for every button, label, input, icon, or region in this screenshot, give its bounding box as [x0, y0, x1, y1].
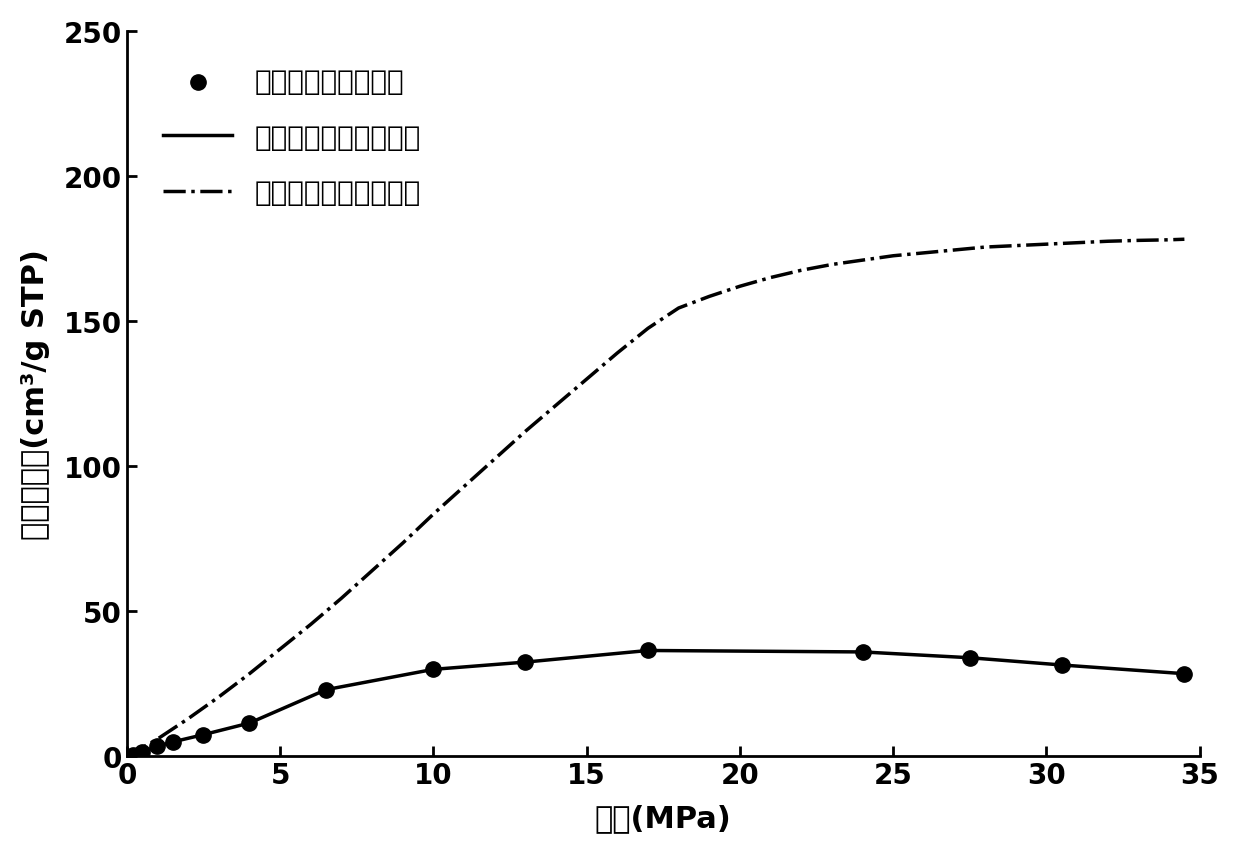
本方案计算过剩吸附量 — [150, 741, 165, 751]
过剩吸附量模拟结果 — [133, 746, 153, 759]
本方案计算绝对吸附量 — [487, 455, 502, 465]
本方案计算绝对吸附量 — [334, 594, 348, 604]
本方案计算绝对吸附量 — [304, 619, 319, 630]
过剩吸附量模拟结果 — [853, 646, 873, 659]
本方案计算绝对吸附量 — [885, 252, 900, 262]
本方案计算过剩吸附量 — [425, 664, 440, 675]
本方案计算绝对吸附量 — [396, 538, 410, 548]
过剩吸附量模拟结果 — [1052, 659, 1071, 672]
本方案计算绝对吸附量 — [916, 248, 931, 258]
本方案计算绝对吸附量 — [211, 692, 226, 702]
过剩吸附量模拟结果 — [960, 651, 980, 664]
本方案计算绝对吸附量 — [702, 292, 717, 302]
本方案计算过剩吸附量 — [242, 718, 257, 728]
本方案计算绝对吸附量 — [518, 426, 533, 437]
过剩吸附量模拟结果 — [316, 683, 336, 697]
过剩吸附量模拟结果 — [239, 717, 259, 730]
本方案计算绝对吸附量 — [947, 246, 962, 256]
本方案计算过剩吸附量 — [319, 685, 334, 695]
X-axis label: 压力(MPa): 压力(MPa) — [595, 804, 732, 833]
过剩吸附量模拟结果 — [123, 748, 143, 762]
Y-axis label: 过剩吸附量(cm³/g STP): 过剩吸附量(cm³/g STP) — [21, 249, 50, 539]
Line: 本方案计算过剩吸附量: 本方案计算过剩吸附量 — [126, 651, 1184, 757]
本方案计算绝对吸附量 — [1177, 235, 1192, 245]
Legend: 过剩吸附量模拟结果, 本方案计算过剩吸附量, 本方案计算绝对吸附量: 过剩吸附量模拟结果, 本方案计算过剩吸附量, 本方案计算绝对吸附量 — [140, 46, 443, 229]
本方案计算过剩吸附量 — [1177, 669, 1192, 679]
本方案计算绝对吸附量 — [548, 401, 563, 411]
过剩吸附量模拟结果 — [639, 644, 658, 658]
本方案计算绝对吸附量 — [242, 669, 257, 679]
本方案计算过剩吸附量 — [165, 737, 180, 747]
本方案计算绝对吸附量 — [733, 281, 748, 292]
本方案计算绝对吸附量 — [671, 304, 686, 314]
本方案计算过剩吸附量 — [962, 653, 977, 663]
本方案计算过剩吸附量 — [1054, 660, 1069, 670]
过剩吸附量模拟结果 — [423, 663, 443, 676]
本方案计算过剩吸附量 — [119, 751, 134, 762]
本方案计算绝对吸附量 — [977, 242, 992, 252]
本方案计算绝对吸附量 — [856, 256, 870, 266]
本方案计算过剩吸附量 — [641, 646, 656, 656]
本方案计算绝对吸附量 — [1131, 236, 1146, 247]
过剩吸附量模拟结果 — [148, 740, 167, 753]
本方案计算绝对吸附量 — [794, 266, 808, 276]
本方案计算过剩吸附量 — [856, 647, 870, 658]
本方案计算绝对吸附量 — [763, 273, 777, 283]
本方案计算绝对吸附量 — [456, 482, 471, 492]
过剩吸附量模拟结果 — [516, 655, 536, 669]
本方案计算过剩吸附量 — [135, 747, 150, 757]
本方案计算绝对吸附量 — [425, 509, 440, 519]
本方案计算绝对吸附量 — [1100, 237, 1115, 247]
本方案计算绝对吸附量 — [273, 644, 288, 654]
过剩吸附量模拟结果 — [193, 728, 213, 741]
Line: 本方案计算绝对吸附量: 本方案计算绝对吸附量 — [126, 240, 1184, 757]
本方案计算绝对吸附量 — [610, 349, 625, 359]
过剩吸附量模拟结果 — [1174, 667, 1194, 681]
本方案计算绝对吸附量 — [181, 714, 196, 724]
本方案计算绝对吸附量 — [579, 374, 594, 385]
本方案计算绝对吸附量 — [1070, 238, 1085, 248]
本方案计算绝对吸附量 — [641, 324, 656, 334]
本方案计算绝对吸附量 — [119, 751, 134, 762]
本方案计算绝对吸附量 — [365, 566, 379, 576]
过剩吸附量模拟结果 — [162, 735, 182, 749]
本方案计算绝对吸附量 — [825, 260, 839, 270]
本方案计算绝对吸附量 — [1162, 235, 1177, 246]
本方案计算过剩吸附量 — [196, 729, 211, 740]
本方案计算过剩吸附量 — [518, 657, 533, 667]
本方案计算绝对吸附量 — [1008, 241, 1023, 252]
本方案计算绝对吸附量 — [150, 734, 165, 745]
本方案计算绝对吸附量 — [1039, 240, 1054, 250]
本方案计算过剩吸附量 — [125, 750, 140, 760]
